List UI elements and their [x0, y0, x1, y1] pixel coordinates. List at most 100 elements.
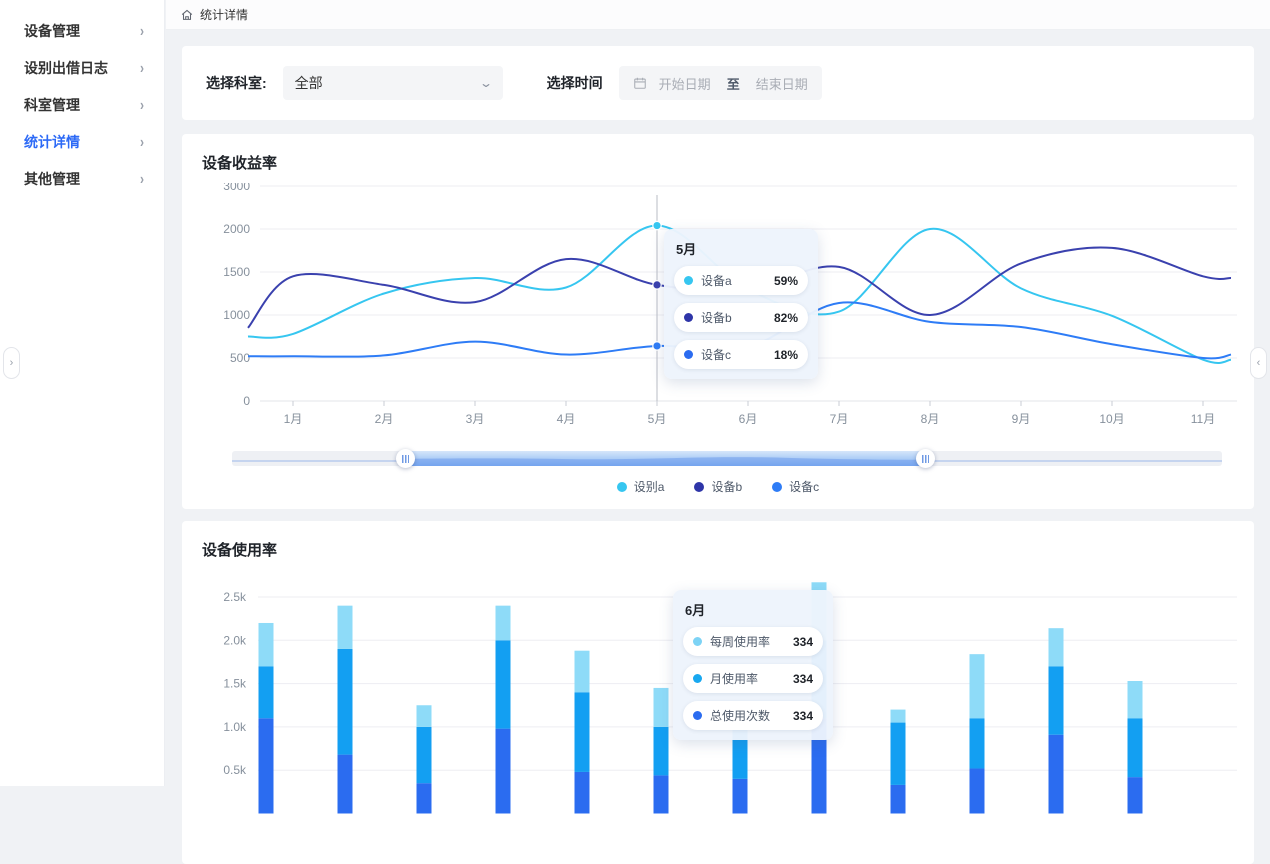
series-dot [684, 350, 693, 359]
tooltip-row: 月使用率 334 [683, 664, 823, 693]
sidebar-item-label: 设别出借日志 [24, 58, 108, 78]
series-dot [684, 313, 693, 322]
svg-text:1月: 1月 [284, 412, 303, 426]
series-label: 月使用率 [710, 670, 758, 687]
sidebar-item-label: 其他管理 [24, 169, 80, 189]
date-start-input[interactable]: 开始日期 [659, 74, 711, 93]
legend-label: 设别a [634, 478, 665, 495]
tooltip-title: 5月 [676, 239, 808, 258]
svg-text:2.0k: 2.0k [223, 633, 247, 647]
legend-dot-icon [772, 482, 782, 492]
series-value: 18% [774, 348, 798, 362]
svg-text:1500: 1500 [223, 265, 250, 279]
chevron-right-icon: › [140, 58, 144, 76]
sidebar-item-label: 科室管理 [24, 95, 80, 115]
legend-label: 设备b [711, 478, 742, 495]
date-range-separator: 至 [727, 74, 740, 93]
sidebar-item-label: 设备管理 [24, 21, 80, 41]
bar-chart-tooltip: 6月 每周使用率 334 月使用率 334 总使用次数 334 [673, 590, 833, 740]
dept-select[interactable]: 全部 ⌄ [283, 66, 503, 100]
date-end-input[interactable]: 结束日期 [756, 74, 808, 93]
chevron-down-icon: ⌄ [479, 76, 493, 90]
home-icon [180, 8, 194, 22]
revenue-chart-title: 设备收益率 [202, 152, 1234, 173]
tooltip-row: 总使用次数 334 [683, 701, 823, 730]
series-value: 59% [774, 274, 798, 288]
calendar-icon [633, 76, 647, 90]
chevron-right-icon: › [140, 132, 144, 150]
svg-text:0.5k: 0.5k [223, 763, 247, 777]
line-chart-legend: 设别a 设备b 设备c [202, 478, 1234, 495]
series-dot [693, 674, 702, 683]
sidebar-item-0[interactable]: 设备管理 › [0, 12, 164, 49]
legend-item[interactable]: 设备c [772, 478, 819, 495]
drag-grip-icon [402, 455, 409, 463]
series-value: 82% [774, 311, 798, 325]
svg-text:1.5k: 1.5k [223, 677, 247, 691]
dept-select-value: 全部 [295, 73, 323, 93]
svg-text:9月: 9月 [1012, 412, 1031, 426]
svg-text:7月: 7月 [830, 412, 849, 426]
series-dot [684, 276, 693, 285]
series-label: 设备a [701, 272, 732, 289]
sidebar: 设备管理 › 设别出借日志 › 科室管理 › 统计详情 › 其他管理 › [0, 0, 165, 786]
sidebar-expand-button[interactable]: › [3, 347, 20, 379]
series-value: 334 [793, 672, 813, 686]
sidebar-item-label: 统计详情 [24, 132, 80, 152]
series-value: 334 [793, 635, 813, 649]
legend-label: 设备c [789, 478, 819, 495]
series-dot [693, 637, 702, 646]
sidebar-item-2[interactable]: 科室管理 › [0, 86, 164, 123]
panel-collapse-button[interactable]: ‹ [1250, 347, 1267, 379]
tooltip-row: 设备a 59% [674, 266, 808, 295]
svg-text:8月: 8月 [921, 412, 940, 426]
date-range-picker[interactable]: 开始日期 至 结束日期 [619, 66, 822, 100]
svg-text:2000: 2000 [223, 222, 250, 236]
series-label: 每周使用率 [710, 633, 770, 650]
datazoom-selected-range[interactable] [405, 451, 925, 466]
svg-text:11月: 11月 [1191, 412, 1215, 426]
series-value: 334 [793, 709, 813, 723]
filter-bar: 选择科室: 全部 ⌄ 选择时间 开始日期 至 结束日期 [182, 46, 1254, 120]
legend-item[interactable]: 设备b [694, 478, 742, 495]
breadcrumb: 统计详情 [166, 0, 1270, 30]
svg-text:6月: 6月 [739, 412, 758, 426]
legend-dot-icon [694, 482, 704, 492]
sidebar-item-4[interactable]: 其他管理 › [0, 160, 164, 197]
datazoom-slider[interactable] [232, 451, 1222, 466]
chevron-right-icon: › [140, 169, 144, 187]
dept-filter-label: 选择科室: [206, 73, 267, 93]
tooltip-title: 6月 [685, 600, 823, 619]
svg-text:10月: 10月 [1099, 412, 1124, 426]
usage-chart-title: 设备使用率 [202, 539, 1234, 560]
svg-text:5月: 5月 [648, 412, 667, 426]
svg-text:500: 500 [230, 351, 250, 365]
svg-text:3月: 3月 [466, 412, 485, 426]
svg-text:3000: 3000 [223, 183, 250, 193]
main-area: 统计详情 选择科室: 全部 ⌄ 选择时间 开始日期 至 结束日期 设备收益率 [166, 0, 1270, 786]
breadcrumb-title: 统计详情 [200, 6, 248, 23]
datazoom-right-handle[interactable] [916, 449, 935, 468]
svg-text:1000: 1000 [223, 308, 250, 322]
chevron-right-icon: › [140, 95, 144, 113]
tooltip-row: 每周使用率 334 [683, 627, 823, 656]
chevron-right-icon: › [140, 21, 144, 39]
sidebar-item-3[interactable]: 统计详情 › [0, 123, 164, 160]
drag-grip-icon [922, 455, 929, 463]
svg-text:2月: 2月 [375, 412, 394, 426]
svg-text:2.5k: 2.5k [223, 590, 247, 604]
legend-item[interactable]: 设别a [617, 478, 665, 495]
sidebar-item-1[interactable]: 设别出借日志 › [0, 49, 164, 86]
series-dot [693, 711, 702, 720]
svg-text:4月: 4月 [557, 412, 576, 426]
series-label: 总使用次数 [710, 707, 770, 724]
legend-dot-icon [617, 482, 627, 492]
